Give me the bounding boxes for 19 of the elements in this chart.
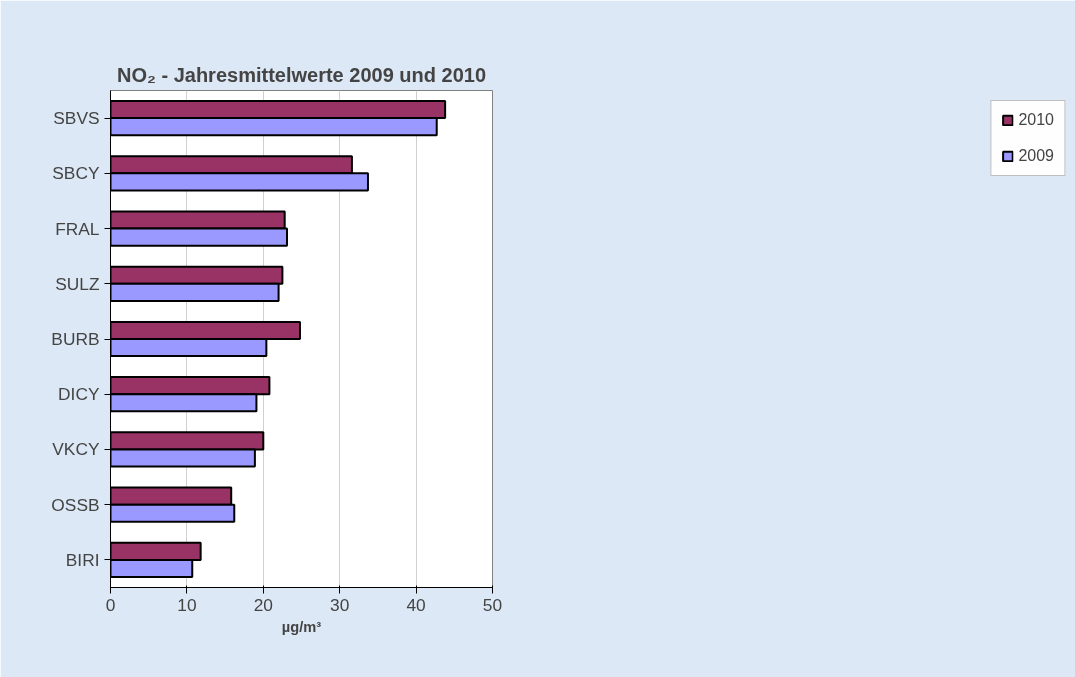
x-axis-title: µg/m³ (281, 618, 322, 635)
y-tick-label: BIRI (65, 549, 100, 570)
x-tick-label: 0 (105, 594, 116, 615)
x-tick-label: 30 (330, 594, 350, 615)
legend-label: 2010 (1018, 111, 1054, 129)
y-tick-label: FRAL (55, 218, 100, 239)
chart-title: NO₂ - Jahresmittelwerte 2009 und 2010 (116, 63, 487, 86)
y-tick-label: BURB (51, 329, 100, 349)
legend-label: 2009 (1018, 147, 1054, 165)
x-tick-label: 20 (253, 594, 273, 615)
x-tick-label: 10 (177, 594, 197, 615)
y-tick-label: SBVS (53, 108, 100, 129)
y-tick-label: DICY (58, 384, 100, 405)
y-tick-label: OSSB (51, 494, 100, 515)
x-tick-label: 40 (406, 594, 426, 615)
y-tick-label: VKCY (52, 439, 100, 460)
y-tick-label: SULZ (55, 273, 100, 294)
y-tick-label: SBCY (52, 163, 100, 184)
x-tick-label: 50 (482, 594, 503, 615)
